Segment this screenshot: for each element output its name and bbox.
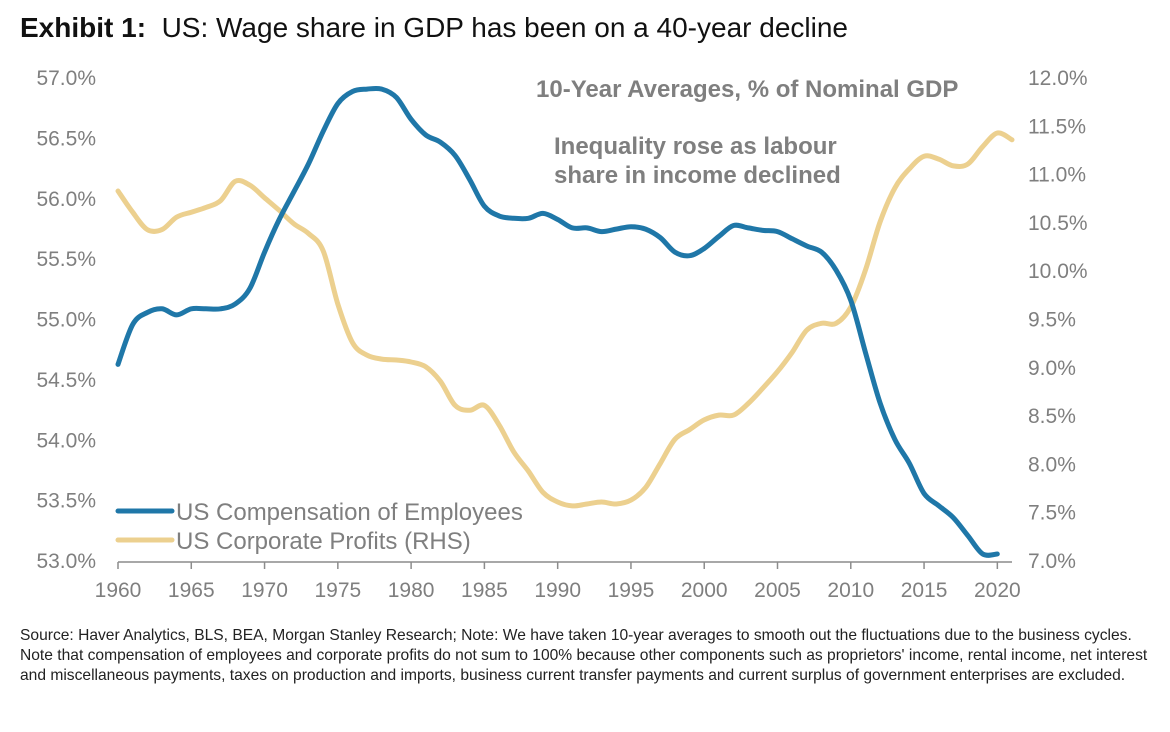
y-left-tick-label: 57.0%	[36, 67, 96, 90]
inequality-note-line1: Inequality rose as labour	[554, 133, 837, 160]
y-left-tick-label: 56.0%	[36, 188, 96, 211]
y-right-tick-label: 12.0%	[1028, 67, 1088, 90]
x-tick-label: 2020	[974, 579, 1021, 602]
exhibit-label: Exhibit 1:	[20, 12, 147, 43]
x-tick-label: 1980	[388, 579, 435, 602]
source-note: Source: Haver Analytics, BLS, BEA, Morga…	[20, 627, 1148, 684]
y-left-tick-label: 54.5%	[36, 369, 96, 392]
x-tick-label: 1965	[168, 579, 215, 602]
inequality-note-line2: share in income declined	[554, 162, 841, 189]
legend-label-compensation: US Compensation of Employees	[176, 499, 523, 526]
y-right-tick-label: 10.0%	[1028, 260, 1088, 283]
y-right-tick-label: 11.5%	[1028, 115, 1086, 138]
y-left-tick-label: 53.0%	[36, 550, 96, 573]
y-left-tick-label: 54.0%	[36, 429, 96, 452]
x-tick-label: 2010	[827, 579, 874, 602]
y-right-tick-label: 7.5%	[1028, 502, 1076, 525]
x-tick-label: 1990	[534, 579, 581, 602]
y-right-tick-label: 8.0%	[1028, 453, 1076, 476]
chart-title: Exhibit 1: US: Wage share in GDP has bee…	[20, 12, 848, 44]
y-left-tick-label: 55.5%	[36, 248, 96, 271]
x-tick-label: 1995	[608, 579, 655, 602]
title-text: US: Wage share in GDP has been on a 40-y…	[161, 12, 848, 43]
x-tick-label: 2005	[754, 579, 801, 602]
subtitle-annotation: 10-Year Averages, % of Nominal GDP	[536, 76, 958, 103]
line-chart: 1960 1965 1970 1975 1980 1985 1990 1995 2000 2005…	[36, 67, 1087, 602]
x-tick-label: 2015	[901, 579, 948, 602]
x-tick-label: 1975	[314, 579, 361, 602]
y-right-tick-label: 11.0%	[1028, 164, 1086, 187]
y-left-tick-label: 55.0%	[36, 309, 96, 332]
axes-layer: 1960 1965 1970 1975 1980 1985 1990 1995 2000 2005…	[36, 67, 1087, 602]
y-right-tick-label: 7.0%	[1028, 550, 1076, 573]
x-tick-label: 2000	[681, 579, 728, 602]
y-right-tick-label: 9.0%	[1028, 357, 1076, 380]
x-tick-label: 1985	[461, 579, 508, 602]
series-line-profits	[115, 130, 1015, 509]
x-tick-label: 1960	[95, 579, 142, 602]
x-tick-label: 1970	[241, 579, 288, 602]
legend: US Compensation of Employees US Corporat…	[115, 499, 523, 555]
y-right-tick-label: 8.5%	[1028, 405, 1076, 428]
y-left-tick-label: 53.5%	[36, 490, 96, 513]
y-left-tick-label: 56.5%	[36, 127, 96, 150]
series-layer	[115, 85, 1015, 558]
series-line-compensation	[115, 85, 1000, 558]
y-right-tick-label: 10.5%	[1028, 212, 1088, 235]
y-right-tick-label: 9.5%	[1028, 309, 1076, 332]
legend-label-profits: US Corporate Profits (RHS)	[176, 528, 471, 555]
